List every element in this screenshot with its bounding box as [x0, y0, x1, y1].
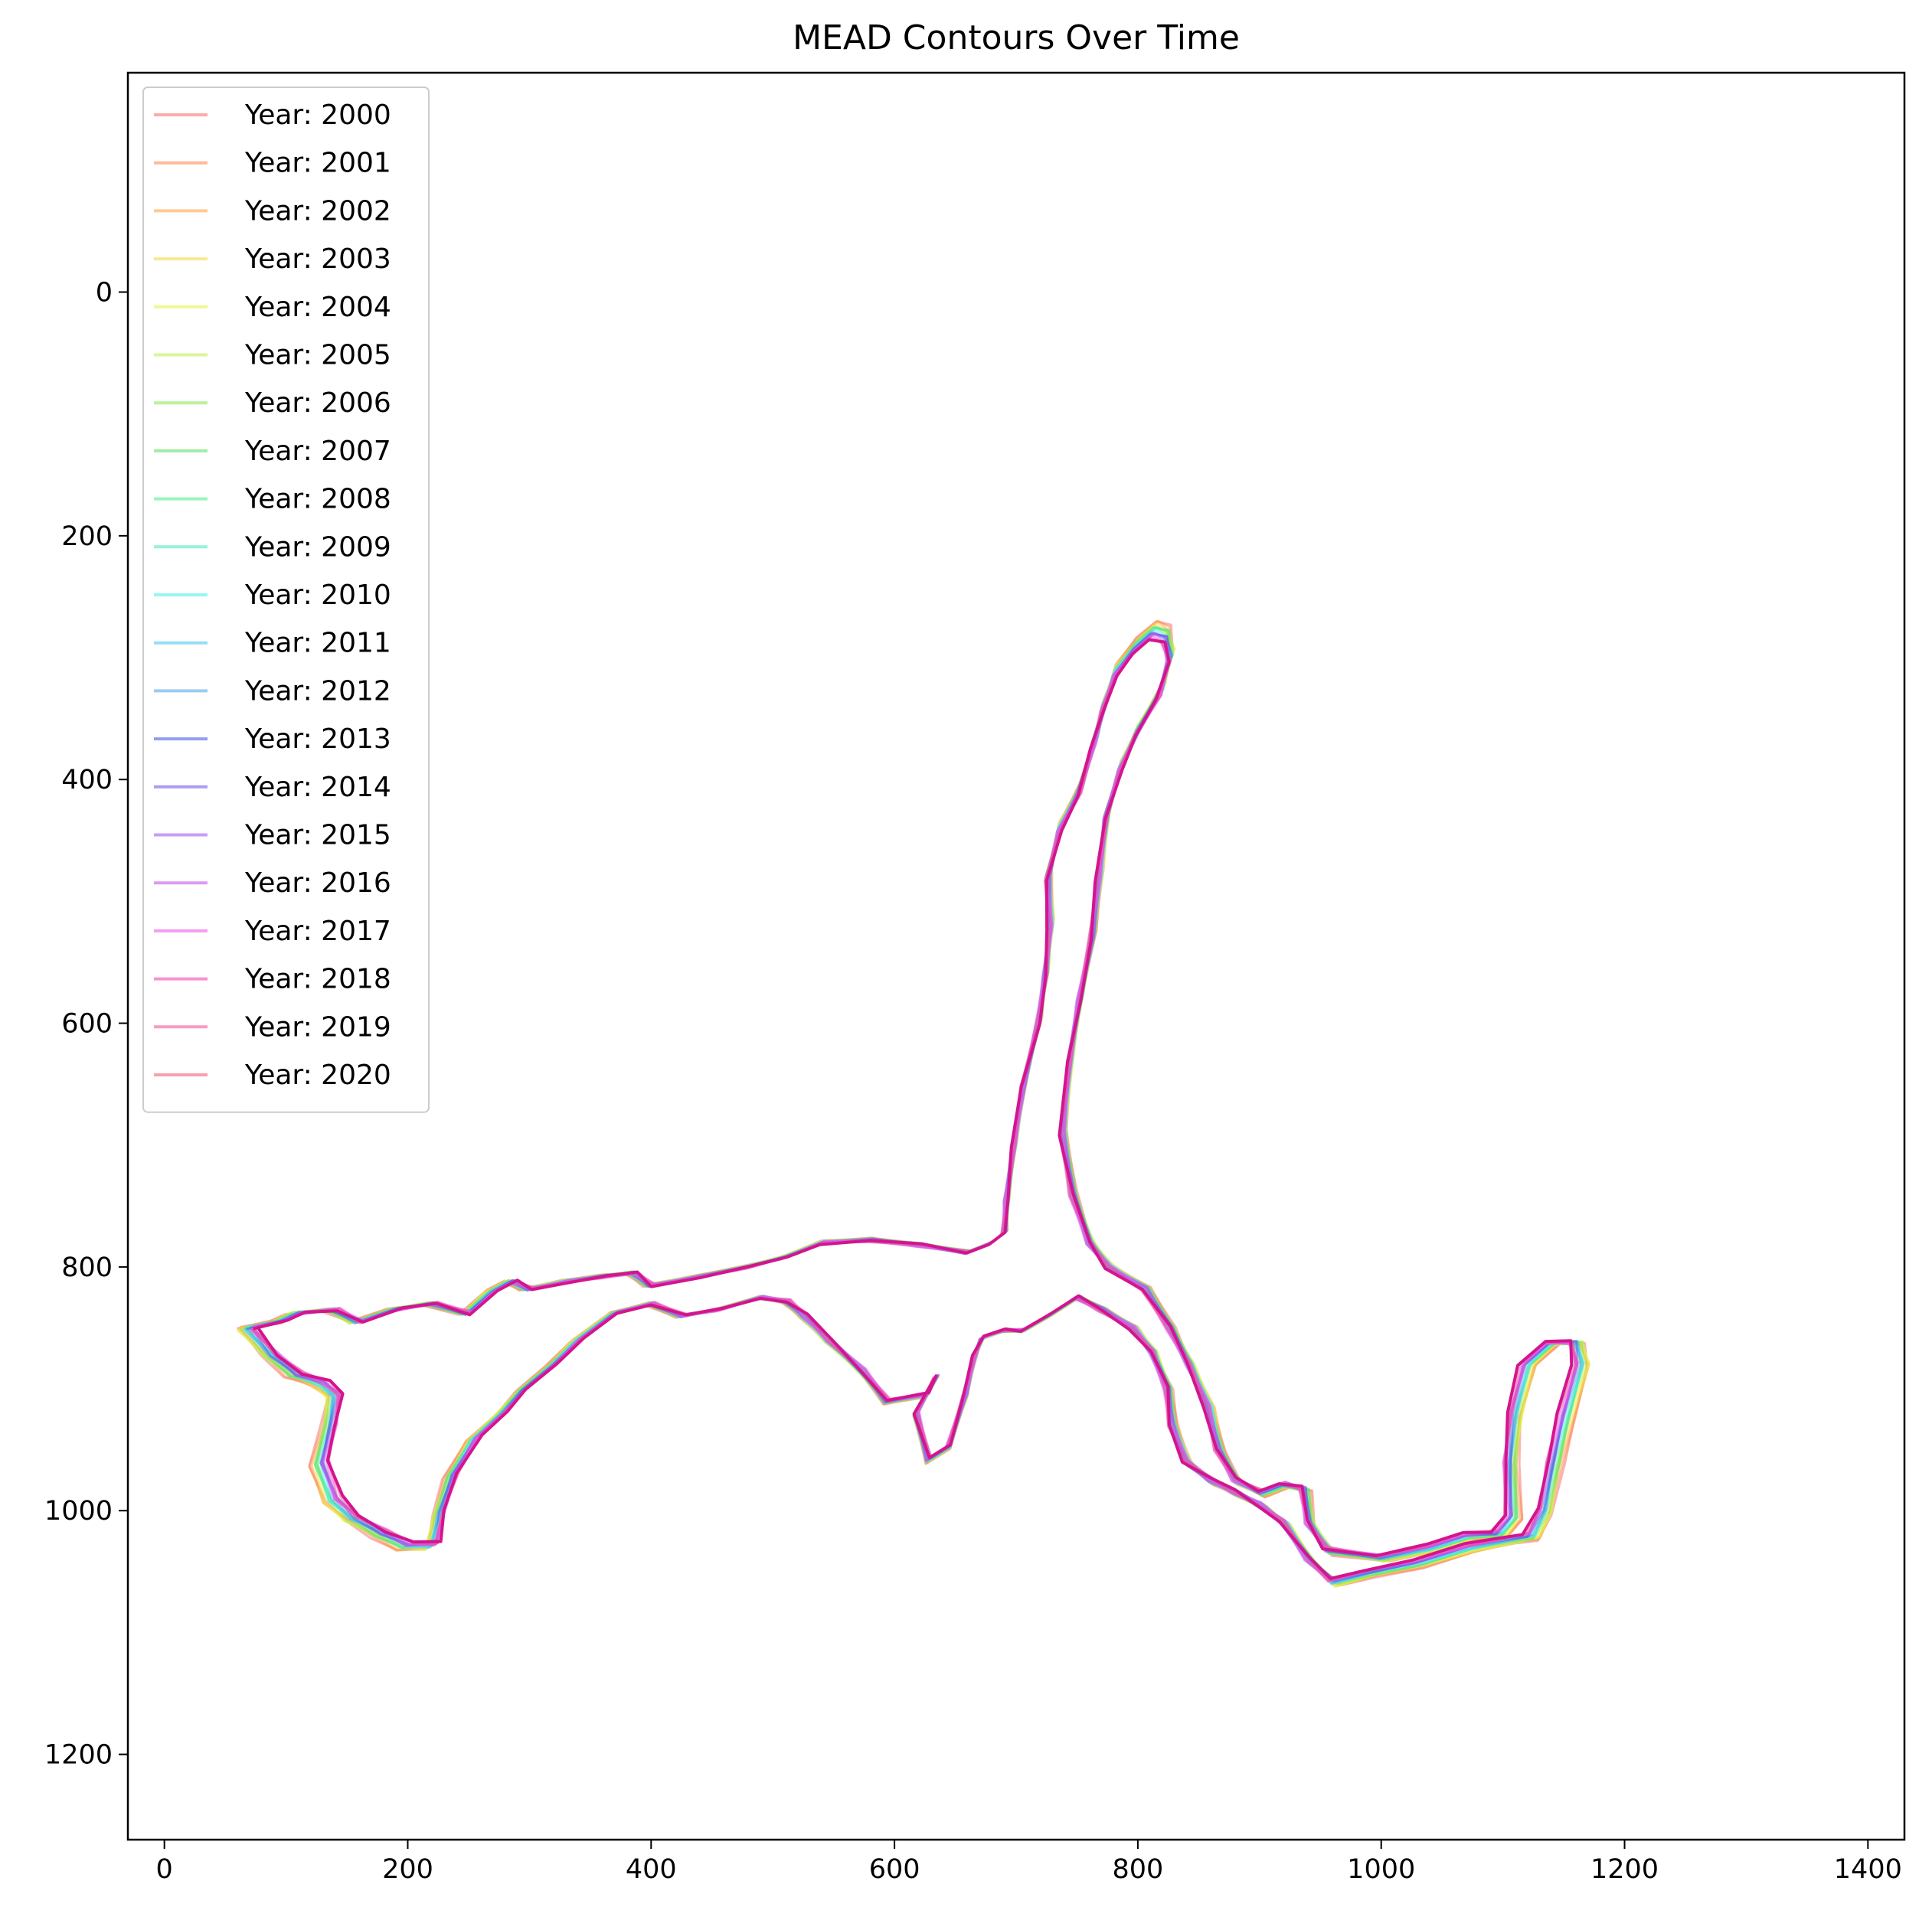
legend-label: Year: 2008: [244, 484, 391, 515]
x-tick-label: 600: [869, 1854, 920, 1885]
legend-label: Year: 2018: [244, 964, 391, 995]
legend-label: Year: 2019: [244, 1011, 391, 1043]
legend-label: Year: 2006: [244, 387, 391, 419]
legend-label: Year: 2004: [244, 292, 391, 323]
legend-label: Year: 2012: [244, 675, 391, 707]
x-tick-label: 400: [626, 1854, 677, 1885]
legend-label: Year: 2010: [244, 580, 391, 611]
x-tick-label: 1400: [1834, 1854, 1902, 1885]
contour-lines: [236, 619, 1591, 1588]
legend-label: Year: 2009: [244, 531, 391, 563]
y-tick-label: 800: [61, 1252, 113, 1283]
legend-label: Year: 2001: [244, 148, 391, 179]
legend-label: Year: 2007: [244, 436, 391, 467]
legend-label: Year: 2002: [244, 195, 391, 227]
y-tick-label: 0: [96, 278, 113, 309]
legend-label: Year: 2020: [244, 1060, 391, 1091]
y-tick-label: 600: [61, 1009, 113, 1040]
y-tick-label: 1200: [44, 1740, 113, 1771]
x-tick-label: 800: [1112, 1854, 1163, 1885]
x-tick-label: 1000: [1347, 1854, 1415, 1885]
chart-title: MEAD Contours Over Time: [793, 18, 1240, 57]
x-axis: 0 200 400 600 800 1000 1200 1400: [156, 1840, 1902, 1885]
legend-box: [142, 87, 430, 1113]
legend-label: Year: 2005: [244, 340, 391, 371]
legend-label: Year: 2017: [244, 916, 391, 947]
y-tick-label: 400: [61, 765, 113, 795]
y-tick-label: 1000: [44, 1496, 113, 1527]
legend-label: Year: 2013: [244, 723, 391, 755]
legend-label: Year: 2015: [244, 820, 391, 851]
legend: Year: 2000 Year: 2001 Year: 2002 Year: 2003…: [142, 87, 430, 1113]
legend-label: Year: 2003: [244, 243, 391, 275]
legend-label: Year: 2016: [244, 867, 391, 899]
y-axis: 0 200 400 600 800 1000 1200: [44, 278, 128, 1771]
contour-line-2020: [253, 638, 1574, 1580]
legend-label: Year: 2014: [244, 772, 391, 803]
x-tick-label: 200: [382, 1854, 433, 1885]
x-tick-label: 0: [156, 1854, 173, 1885]
legend-label: Year: 2011: [244, 628, 391, 659]
legend-label: Year: 2000: [244, 100, 391, 131]
x-tick-label: 1200: [1590, 1854, 1659, 1885]
y-tick-label: 200: [61, 521, 113, 552]
